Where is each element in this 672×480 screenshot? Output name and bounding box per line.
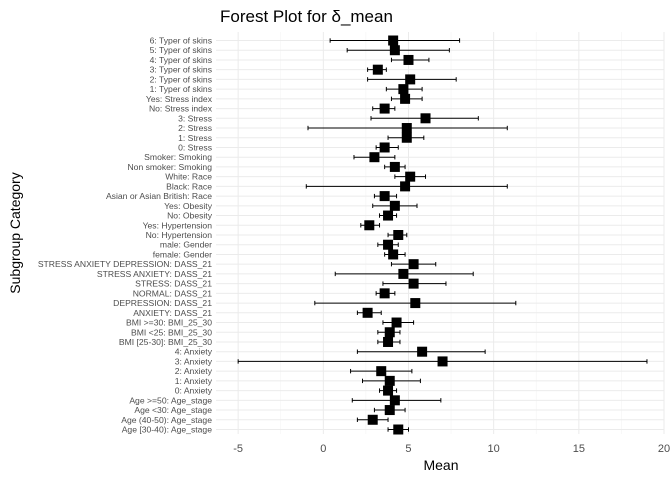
x-tick-labels: -5 0 5 10 15 20 [233, 443, 670, 455]
mean-point [383, 239, 394, 250]
chart-title: Forest Plot for δ_mean [220, 7, 393, 26]
y-tick-label: No: Stress index [149, 104, 213, 114]
mean-point [384, 375, 395, 386]
mean-point [437, 356, 448, 367]
mean-point [376, 366, 387, 377]
y-tick-label: 3: Stress [178, 113, 212, 123]
y-tick-label: 6: Typer of skins [150, 36, 212, 46]
mean-point [410, 298, 421, 309]
mean-point [389, 45, 400, 56]
mean-point [372, 64, 383, 75]
y-tick-label: 0: Stress [178, 142, 212, 152]
mean-point [400, 181, 411, 192]
mean-point [405, 171, 416, 182]
x-tick-label: 0 [320, 443, 326, 455]
y-tick-label: Yes: Hypertension [143, 220, 213, 230]
x-tick-label: 15 [573, 443, 585, 455]
y-tick-label: STRESS: DASS_21 [135, 279, 212, 289]
y-tick-label: Age [30-40): Age_stage [122, 425, 213, 435]
y-tick-label: male: Gender [160, 240, 212, 250]
y-tick-label: 3: Typer of skins [150, 65, 212, 75]
mean-point [391, 317, 402, 328]
y-tick-label: Smoker: Smoking [144, 152, 212, 162]
x-tick-label: -5 [233, 443, 243, 455]
y-tick-label: Yes: Stress index [146, 94, 213, 104]
y-tick-label: female: Gender [153, 249, 212, 259]
y-tick-label: 4: Anxiety [175, 347, 213, 357]
y-tick-label: 5: Typer of skins [150, 45, 212, 55]
y-tick-label: 3: Anxiety [175, 356, 213, 366]
x-tick-label: 10 [488, 443, 500, 455]
mean-point [383, 210, 394, 221]
mean-point [362, 307, 373, 318]
y-tick-label: ANXIETY: DASS_21 [133, 308, 212, 318]
mean-point [398, 268, 409, 279]
y-tick-label: 4: Typer of skins [150, 55, 212, 65]
mean-points [362, 35, 448, 435]
mean-point [393, 424, 404, 435]
y-tick-label: 1: Typer of skins [150, 84, 212, 94]
mean-point [388, 35, 399, 46]
mean-point [379, 103, 390, 114]
mean-point [398, 84, 409, 95]
y-tick-label: No: Obesity [167, 211, 213, 221]
y-tick-label: White: Race [165, 172, 212, 182]
y-tick-label: BMI [25-30]: BMI_25_30 [119, 337, 212, 347]
mean-point [408, 278, 419, 289]
mean-point [417, 346, 428, 357]
mean-point [379, 288, 390, 299]
y-tick-label: Age >=50: Age_stage [129, 395, 212, 405]
y-tick-label: BMI >=30: BMI_25_30 [126, 318, 212, 328]
mean-point [367, 414, 378, 425]
mean-point [408, 259, 419, 270]
y-tick-label: Age (40-50): Age_stage [121, 415, 212, 425]
x-tick-label: 5 [405, 443, 411, 455]
mean-point [405, 74, 416, 85]
y-tick-label: No: Hypertension [146, 230, 213, 240]
mean-point [379, 191, 390, 202]
mean-point [383, 336, 394, 347]
mean-point [383, 385, 394, 396]
y-tick-label: STRESS ANXIETY: DASS_21 [97, 269, 212, 279]
y-tick-label: 2: Typer of skins [150, 74, 212, 84]
mean-point [384, 405, 395, 416]
x-tick-label: 20 [658, 443, 670, 455]
mean-point [400, 93, 411, 104]
mean-point [403, 54, 414, 65]
mean-point [364, 220, 375, 231]
y-tick-label: 2: Anxiety [175, 366, 213, 376]
mean-point [379, 142, 390, 153]
y-tick-label: STRESS ANXIETY DEPRESSION: DASS_21 [38, 259, 212, 269]
mean-point [389, 395, 400, 406]
mean-point [369, 152, 380, 163]
mean-point [420, 113, 431, 124]
mean-point [401, 123, 412, 134]
y-tick-label: Asian or Asian British: Race [106, 191, 212, 201]
y-tick-label: DEPRESSION: DASS_21 [113, 298, 212, 308]
mean-point [389, 200, 400, 211]
y-tick-label: Age <30: Age_stage [134, 405, 212, 415]
x-axis-label: Mean [423, 457, 458, 473]
mean-point [389, 161, 400, 172]
y-tick-label: Yes: Obesity [164, 201, 213, 211]
y-axis-label: Subgroup Category [7, 172, 23, 293]
y-tick-label: 1: Stress [178, 133, 212, 143]
y-tick-label: 1: Anxiety [175, 376, 213, 386]
y-tick-label: 0: Anxiety [175, 386, 213, 396]
y-tick-label: Non smoker: Smoking [127, 162, 212, 172]
mean-point [388, 249, 399, 260]
mean-point [393, 230, 404, 240]
y-tick-label: Black: Race [166, 181, 212, 191]
y-tick-label: BMI <25: BMI_25_30 [131, 327, 212, 337]
y-tick-label: NORMAL: DASS_21 [133, 288, 213, 298]
mean-point [401, 132, 412, 143]
mean-point [384, 327, 395, 338]
y-tick-label: 2: Stress [178, 123, 212, 133]
